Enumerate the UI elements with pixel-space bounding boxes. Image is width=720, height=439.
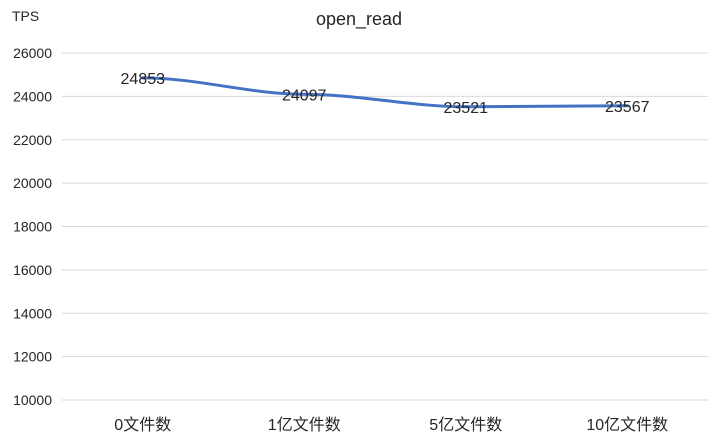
y-tick-label: 10000	[13, 392, 52, 408]
y-tick-label: 26000	[13, 45, 52, 61]
y-tick-label: 12000	[13, 349, 52, 365]
x-tick-label: 1亿文件数	[268, 416, 341, 434]
x-axis-ticks: 0文件数 1亿文件数 5亿文件数 10亿文件数	[114, 416, 668, 434]
x-tick-label: 10亿文件数	[586, 416, 668, 434]
gridlines	[62, 52, 708, 401]
y-tick-label: 20000	[13, 175, 52, 191]
x-tick-label: 5亿文件数	[429, 416, 502, 434]
y-axis-label: TPS	[12, 8, 39, 24]
chart-title: open_read	[316, 9, 402, 30]
data-label: 24097	[282, 87, 327, 104]
data-point	[302, 92, 306, 96]
data-label: 24853	[121, 71, 166, 88]
series-group	[141, 76, 629, 109]
data-label: 23521	[444, 100, 489, 117]
y-tick-label: 24000	[13, 88, 52, 104]
data-labels: 24853 24097 23521 23567	[121, 71, 650, 117]
data-label: 23567	[605, 99, 650, 116]
y-tick-label: 14000	[13, 305, 52, 321]
y-tick-label: 18000	[13, 219, 52, 235]
y-tick-label: 16000	[13, 262, 52, 278]
data-point	[625, 104, 629, 108]
y-axis-ticks: 10000 12000 14000 16000 18000 20000 22000 24000…	[13, 45, 52, 408]
series-line	[141, 76, 629, 109]
data-point	[141, 76, 145, 80]
x-tick-label: 0文件数	[114, 416, 171, 434]
data-point	[464, 105, 468, 109]
y-tick-label: 22000	[13, 132, 52, 148]
